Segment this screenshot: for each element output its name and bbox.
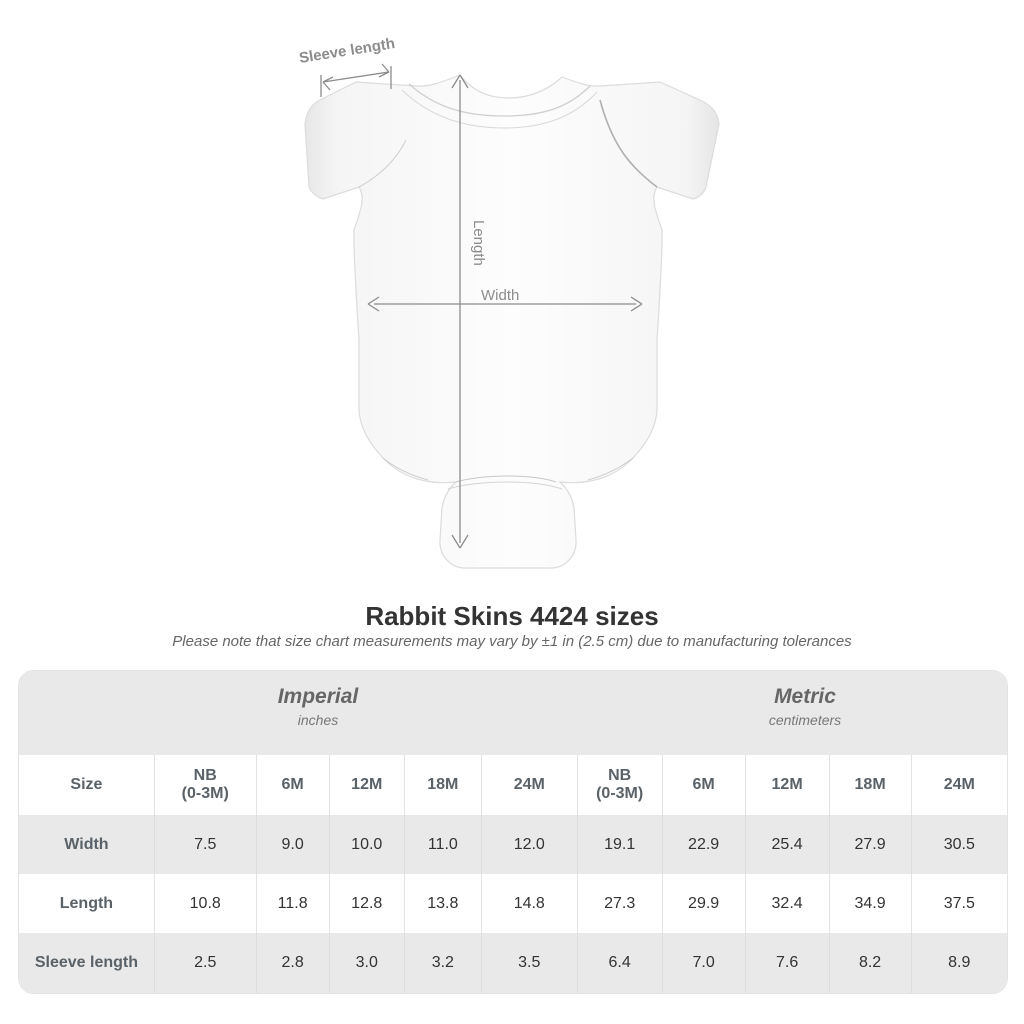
svg-text:Width: Width xyxy=(481,287,519,304)
svg-text:Length: Length xyxy=(470,220,487,266)
svg-text:Sleeve length: Sleeve length xyxy=(298,35,396,67)
